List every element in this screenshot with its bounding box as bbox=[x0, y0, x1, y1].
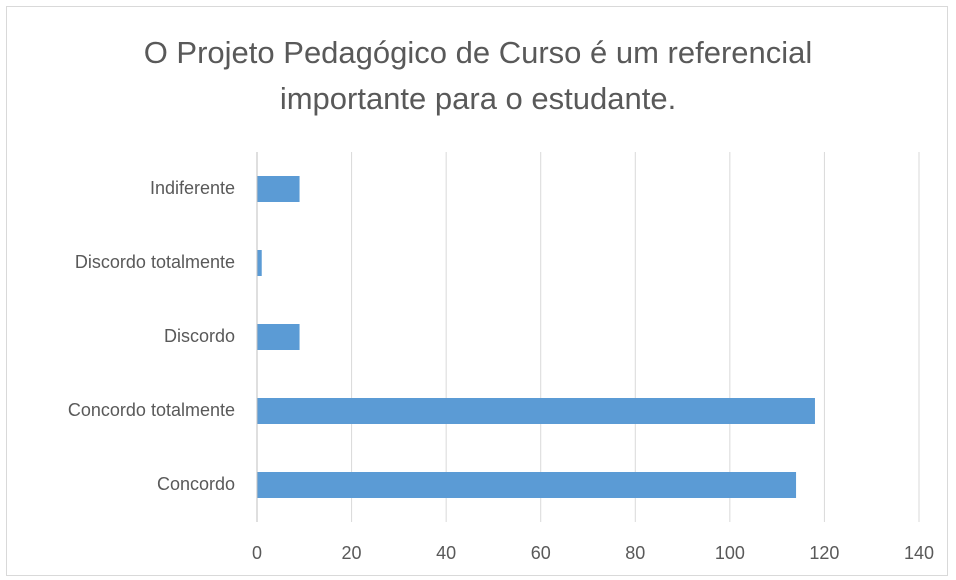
x-tick-label: 20 bbox=[342, 543, 362, 563]
x-tick-label: 140 bbox=[904, 543, 934, 563]
y-tick-label: Discordo bbox=[164, 326, 235, 346]
bar bbox=[257, 472, 797, 498]
y-tick-label: Concordo totalmente bbox=[68, 400, 235, 420]
x-tick-label: 120 bbox=[809, 543, 839, 563]
chart-border bbox=[6, 6, 948, 576]
y-tick-label: Indiferente bbox=[150, 178, 235, 198]
chart-title: O Projeto Pedagógico de Curso é um refer… bbox=[143, 35, 813, 116]
bar bbox=[257, 176, 300, 202]
x-tick-label: 80 bbox=[625, 543, 645, 563]
x-tick-label: 0 bbox=[252, 543, 262, 563]
y-tick-label: Concordo bbox=[157, 474, 235, 494]
bar bbox=[257, 250, 262, 276]
y-tick-label: Discordo totalmente bbox=[75, 252, 235, 272]
bar bbox=[257, 324, 300, 350]
x-tick-label: 60 bbox=[531, 543, 551, 563]
x-tick-label: 40 bbox=[436, 543, 456, 563]
bar bbox=[257, 398, 815, 424]
x-tick-label: 100 bbox=[715, 543, 745, 563]
